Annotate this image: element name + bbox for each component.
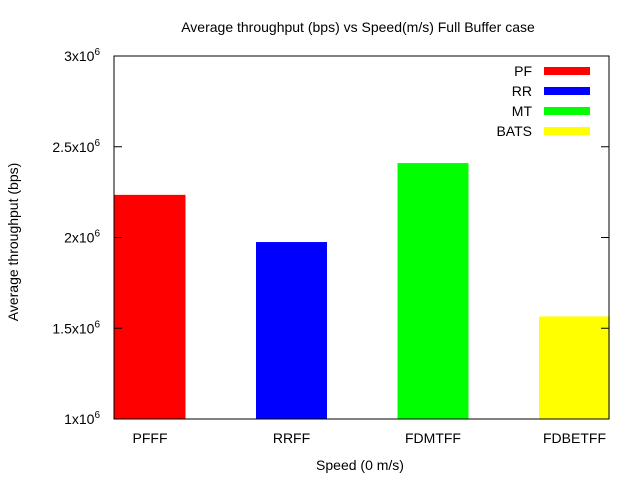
bars-layer bbox=[114, 163, 610, 419]
y-tick-label: 2x106 bbox=[64, 229, 100, 246]
y-tick-label: 2.5x106 bbox=[52, 138, 100, 155]
x-tick-label: RRFF bbox=[273, 430, 310, 446]
bar-rrff bbox=[256, 242, 327, 419]
legend: PF RR MT BATS bbox=[496, 63, 590, 139]
legend-label-bats: BATS bbox=[496, 123, 532, 139]
x-axis-label: Speed (0 m/s) bbox=[316, 457, 404, 473]
plot-frame bbox=[113, 55, 610, 420]
legend-swatch-rr bbox=[544, 87, 590, 95]
y-tick-label: 1.5x106 bbox=[52, 319, 100, 336]
bar-fdmtff bbox=[397, 163, 469, 419]
legend-label-mt: MT bbox=[512, 103, 533, 119]
bar-fdbetff bbox=[539, 316, 610, 419]
x-tick-label: PFFF bbox=[133, 430, 168, 446]
x-tick-label: FDBETFF bbox=[543, 430, 606, 446]
legend-label-rr: RR bbox=[512, 83, 532, 99]
y-tick-label: 3x106 bbox=[64, 47, 100, 64]
y-axis-label: Average throughput (bps) bbox=[5, 163, 21, 322]
legend-swatch-bats bbox=[544, 127, 590, 135]
y-tick-label: 1x106 bbox=[64, 410, 100, 427]
chart-title: Average throughput (bps) vs Speed(m/s) F… bbox=[181, 19, 535, 35]
bar-pfff bbox=[114, 194, 186, 419]
legend-swatch-mt bbox=[544, 107, 590, 115]
legend-swatch-pf bbox=[544, 67, 590, 75]
legend-label-pf: PF bbox=[514, 63, 532, 79]
x-tick-label: FDMTFF bbox=[405, 430, 461, 446]
